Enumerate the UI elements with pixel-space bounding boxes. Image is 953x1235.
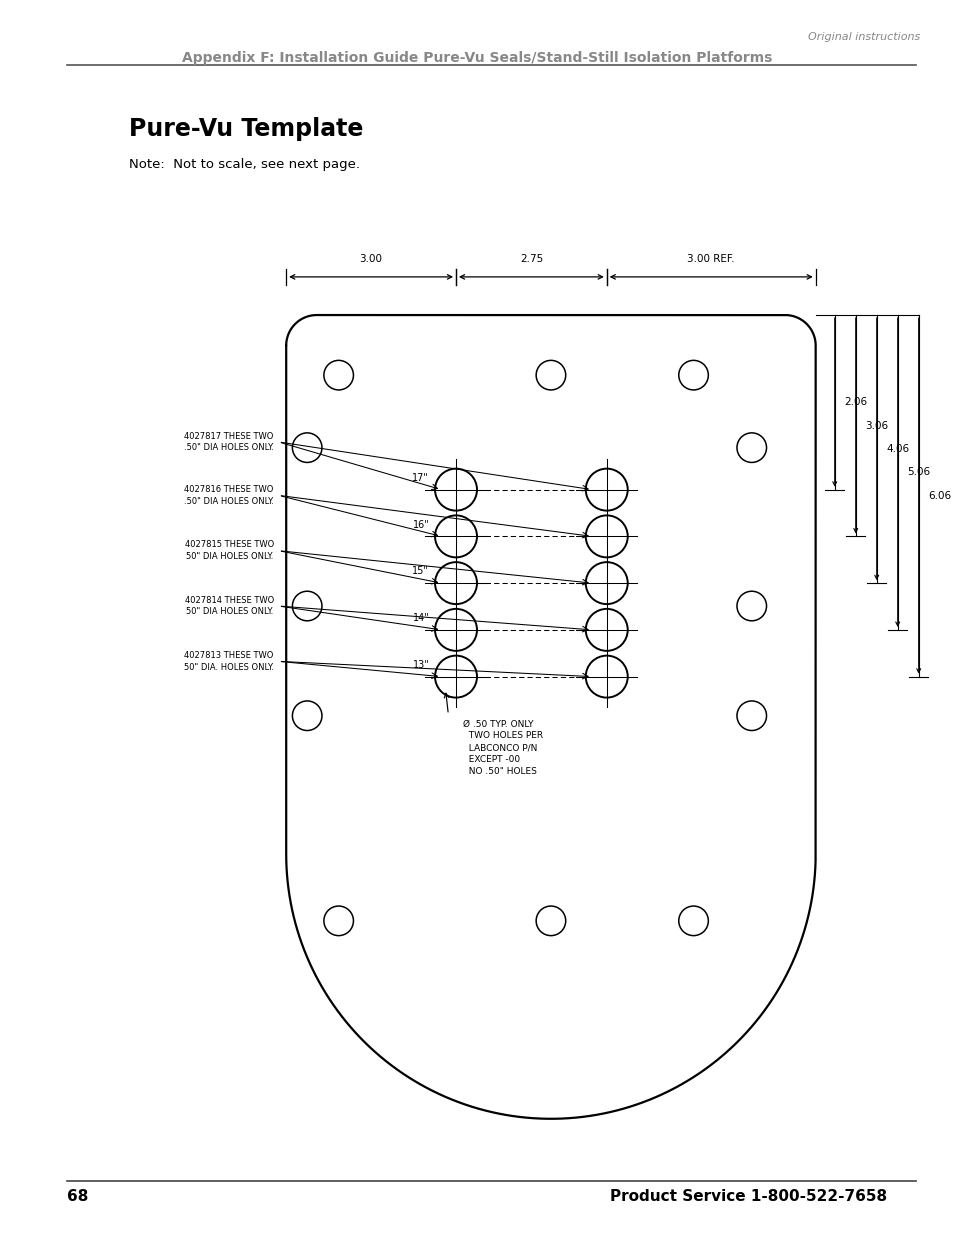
Text: 3.00: 3.00 — [359, 254, 382, 264]
Text: 13": 13" — [412, 659, 429, 669]
Text: 4027816 THESE TWO
.50" DIA HOLES ONLY.: 4027816 THESE TWO .50" DIA HOLES ONLY. — [184, 485, 274, 505]
Text: Ø .50 TYP. ONLY
  TWO HOLES PER
  LABCONCO P/N
  EXCEPT -00
  NO .50" HOLES: Ø .50 TYP. ONLY TWO HOLES PER LABCONCO P… — [462, 720, 542, 776]
Text: 68: 68 — [67, 1189, 88, 1204]
Text: 15": 15" — [412, 567, 429, 577]
Text: Pure-Vu Template: Pure-Vu Template — [129, 117, 363, 141]
Text: 4.06: 4.06 — [885, 445, 908, 454]
Text: 14": 14" — [412, 614, 429, 624]
Text: Product Service 1-800-522-7658: Product Service 1-800-522-7658 — [610, 1189, 886, 1204]
Text: 2.75: 2.75 — [519, 254, 542, 264]
Text: 4027814 THESE TWO
50" DIA HOLES ONLY.: 4027814 THESE TWO 50" DIA HOLES ONLY. — [184, 595, 274, 616]
Text: 6.06: 6.06 — [927, 490, 950, 501]
Text: Original instructions: Original instructions — [807, 32, 920, 42]
Text: 4027817 THESE TWO
.50" DIA HOLES ONLY.: 4027817 THESE TWO .50" DIA HOLES ONLY. — [184, 432, 274, 452]
Text: 5.06: 5.06 — [906, 468, 929, 478]
Text: 2.06: 2.06 — [843, 398, 866, 408]
Text: Note:  Not to scale, see next page.: Note: Not to scale, see next page. — [129, 158, 359, 172]
Text: Appendix F: Installation Guide Pure-Vu Seals/Stand-Still Isolation Platforms: Appendix F: Installation Guide Pure-Vu S… — [182, 51, 771, 64]
Text: 16": 16" — [412, 520, 429, 530]
Text: 3.06: 3.06 — [864, 421, 887, 431]
Text: 4027813 THESE TWO
50" DIA. HOLES ONLY.: 4027813 THESE TWO 50" DIA. HOLES ONLY. — [184, 651, 274, 672]
Text: 4027815 THESE TWO
50" DIA HOLES ONLY.: 4027815 THESE TWO 50" DIA HOLES ONLY. — [184, 541, 274, 561]
Text: 3.00 REF.: 3.00 REF. — [687, 254, 734, 264]
Text: 17": 17" — [412, 473, 429, 483]
